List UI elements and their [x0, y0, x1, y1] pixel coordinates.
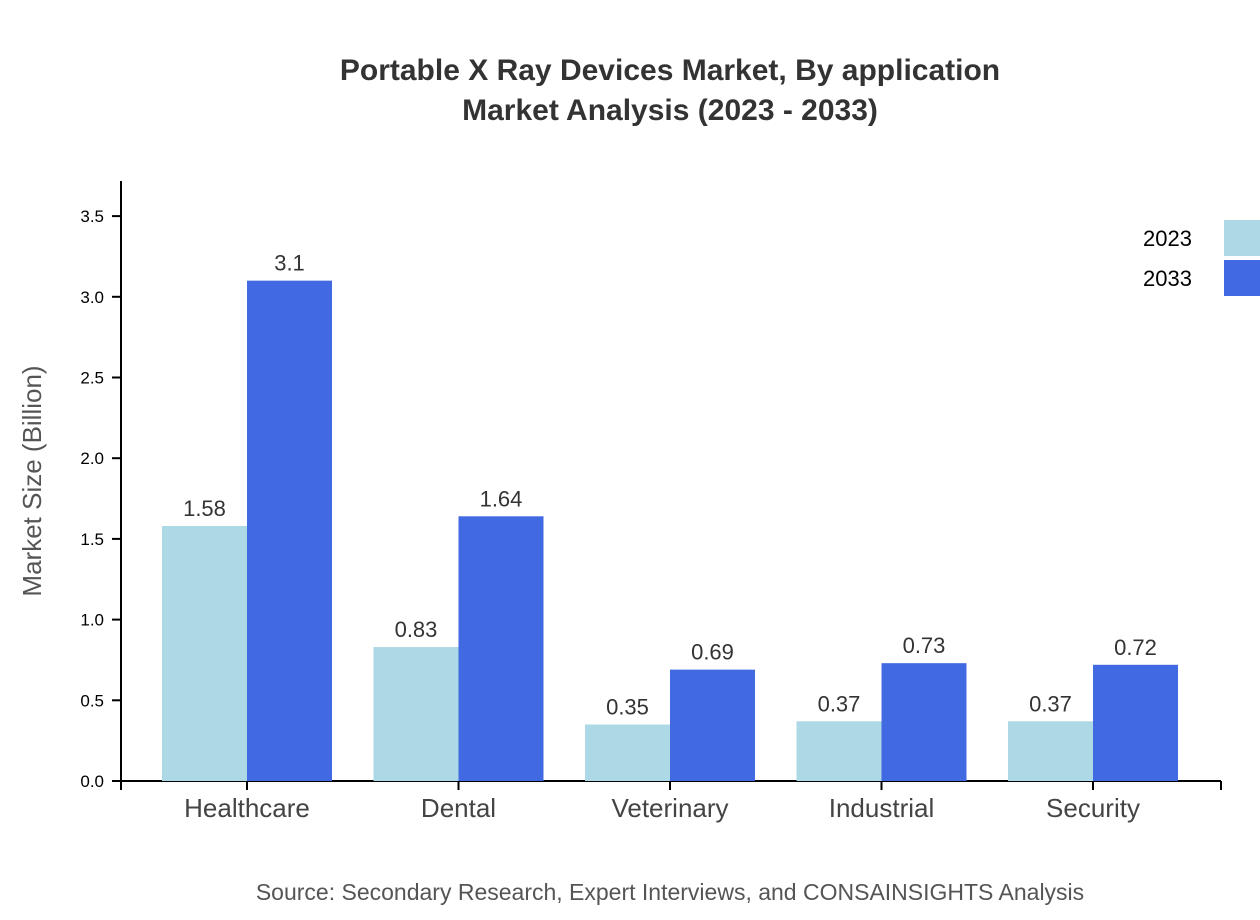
data-label: 1.64 — [480, 486, 523, 511]
data-label: 0.37 — [1029, 691, 1072, 716]
legend-label: 2023 — [1143, 226, 1192, 251]
x-tick-label: Healthcare — [184, 793, 310, 823]
y-tick-label: 3.5 — [80, 207, 104, 226]
chart-subtitle: Market Analysis (2023 - 2033) — [462, 94, 878, 127]
y-tick-label: 1.5 — [80, 530, 104, 549]
bar-2023-security — [1008, 721, 1093, 781]
legend-swatch — [1224, 260, 1260, 296]
bar-2033-industrial — [881, 663, 967, 781]
bar-2033-veterinary — [670, 669, 755, 781]
x-tick-label: Dental — [421, 793, 496, 823]
data-label: 0.72 — [1114, 635, 1157, 660]
y-tick-label: 0.0 — [80, 772, 104, 791]
data-label: 0.69 — [691, 640, 734, 665]
data-label: 3.1 — [274, 251, 305, 276]
y-tick-label: 3.0 — [80, 288, 104, 307]
y-tick-label: 2.5 — [80, 369, 104, 388]
data-label: 0.83 — [395, 617, 438, 642]
bar-2023-healthcare — [162, 525, 247, 781]
data-label: 0.35 — [606, 695, 649, 720]
legend-swatch — [1224, 220, 1260, 256]
y-tick-label: 2.0 — [80, 449, 104, 468]
legend-label: 2033 — [1143, 266, 1192, 291]
bar-2023-dental — [373, 647, 459, 781]
x-tick-label: Industrial — [829, 793, 935, 823]
data-label: 1.58 — [183, 496, 226, 521]
bar-2033-security — [1093, 664, 1178, 781]
y-tick-label: 1.0 — [80, 611, 104, 630]
bar-2033-healthcare — [247, 280, 332, 781]
chart-title: Portable X Ray Devices Market, By applic… — [340, 54, 1000, 87]
data-label: 0.73 — [903, 633, 946, 658]
y-tick-label: 0.5 — [80, 691, 104, 710]
y-axis-label: Market Size (Billion) — [17, 365, 47, 596]
bar-2033-dental — [458, 516, 544, 781]
data-label: 0.37 — [818, 691, 861, 716]
x-tick-label: Security — [1046, 793, 1140, 823]
x-tick-label: Veterinary — [611, 793, 728, 823]
bar-2023-industrial — [796, 721, 882, 781]
source-note: Source: Secondary Research, Expert Inter… — [256, 879, 1084, 905]
bar-2023-veterinary — [585, 724, 670, 781]
